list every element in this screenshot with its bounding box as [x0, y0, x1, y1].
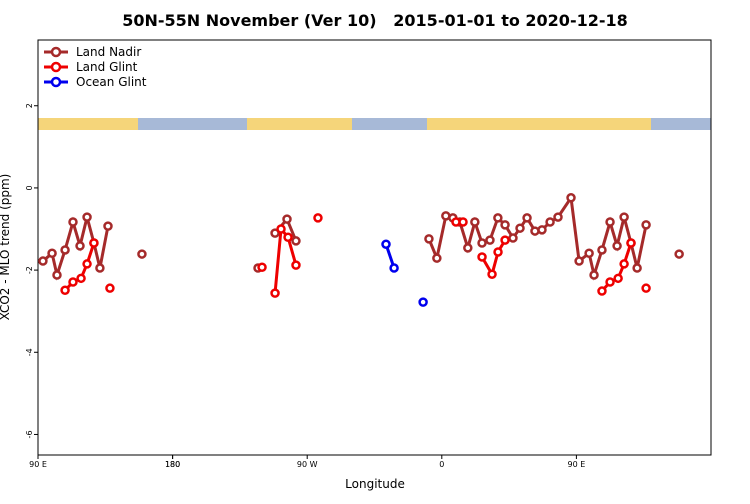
data-point	[291, 260, 301, 270]
data-point	[522, 213, 532, 223]
data-point	[105, 283, 115, 293]
data-point	[597, 245, 607, 255]
y-axis-label: XCO2 - MLO trend (ppm)	[0, 174, 12, 321]
legend-label: Ocean Glint	[76, 75, 147, 89]
data-point	[38, 256, 48, 266]
data-point	[424, 234, 434, 244]
legend-label: Land Nadir	[76, 45, 141, 59]
data-point	[500, 235, 510, 245]
series-line	[41, 216, 110, 281]
data-point	[291, 236, 301, 246]
plot-frame	[37, 39, 712, 456]
data-point	[52, 270, 62, 280]
x-tick-label: 90 E	[568, 460, 586, 469]
data-point	[508, 233, 518, 243]
data-point	[545, 217, 555, 227]
data-point	[283, 232, 293, 242]
data-point	[589, 270, 599, 280]
x-tick-label: 180	[165, 460, 180, 469]
data-point	[381, 239, 391, 249]
data-point	[619, 212, 629, 222]
data-point	[566, 193, 576, 203]
data-point	[463, 243, 473, 253]
data-point	[493, 247, 503, 257]
chart-title: 50N-55N November (Ver 10) 2015-01-01 to …	[122, 11, 628, 30]
y-tick-label: 2	[25, 103, 34, 108]
data-point	[137, 249, 147, 259]
x-tick-label: 90 E	[29, 460, 47, 469]
y-tick-label: -2	[25, 266, 34, 274]
data-point	[605, 217, 615, 227]
data-point	[674, 249, 684, 259]
data-point	[626, 238, 636, 248]
data-point	[500, 220, 510, 230]
data-point	[103, 221, 113, 231]
ocean-strip	[138, 118, 247, 130]
ocean-strip	[352, 118, 427, 130]
x-tick-label: 0	[439, 460, 444, 469]
x-tick-label: 180	[165, 460, 180, 469]
data-point	[89, 238, 99, 248]
data-point	[389, 263, 399, 273]
data-point	[487, 269, 497, 279]
y-tick-label: 0	[25, 185, 34, 190]
data-point	[553, 212, 563, 222]
data-point	[418, 297, 428, 307]
legend-marker	[50, 61, 62, 73]
series-line	[427, 193, 648, 281]
legend-marker	[50, 76, 62, 88]
data-point	[619, 259, 629, 269]
data-point	[82, 212, 92, 222]
data-point	[641, 220, 651, 230]
data-point	[68, 217, 78, 227]
data-point	[458, 217, 468, 227]
x-axis-label: Longitude	[345, 477, 405, 491]
data-point	[60, 285, 70, 295]
data-point	[95, 263, 105, 273]
y-tick-label: -4	[25, 348, 34, 356]
data-point	[574, 256, 584, 266]
data-point	[584, 248, 594, 259]
data-point	[613, 273, 623, 284]
series-line	[480, 239, 507, 279]
data-point	[276, 224, 286, 234]
ocean-strip	[651, 118, 711, 130]
data-point	[82, 259, 92, 269]
data-point	[477, 238, 487, 248]
data-point	[493, 213, 503, 223]
x-tick-label: 90 W	[297, 460, 318, 469]
data-point	[641, 283, 651, 293]
data-point	[632, 263, 642, 273]
data-point	[605, 277, 615, 287]
legend-label: Land Glint	[76, 60, 138, 74]
data-point	[515, 223, 525, 233]
legend-marker	[50, 46, 62, 58]
data-point	[60, 245, 70, 255]
series-line	[273, 225, 298, 294]
y-tick-label: -6	[25, 430, 34, 438]
data-point	[485, 235, 495, 245]
data-point	[75, 241, 85, 251]
data-point	[257, 262, 267, 272]
data-point	[47, 248, 57, 259]
data-point	[597, 286, 607, 296]
data-point	[477, 252, 487, 262]
data-point	[76, 273, 86, 284]
data-point	[270, 228, 280, 238]
data-point	[282, 214, 292, 224]
data-point	[612, 241, 622, 251]
data-point	[270, 288, 280, 298]
data-point	[470, 217, 480, 227]
data-point	[537, 225, 547, 235]
data-point	[432, 253, 442, 263]
data-point	[313, 213, 323, 223]
data-point	[68, 277, 78, 287]
